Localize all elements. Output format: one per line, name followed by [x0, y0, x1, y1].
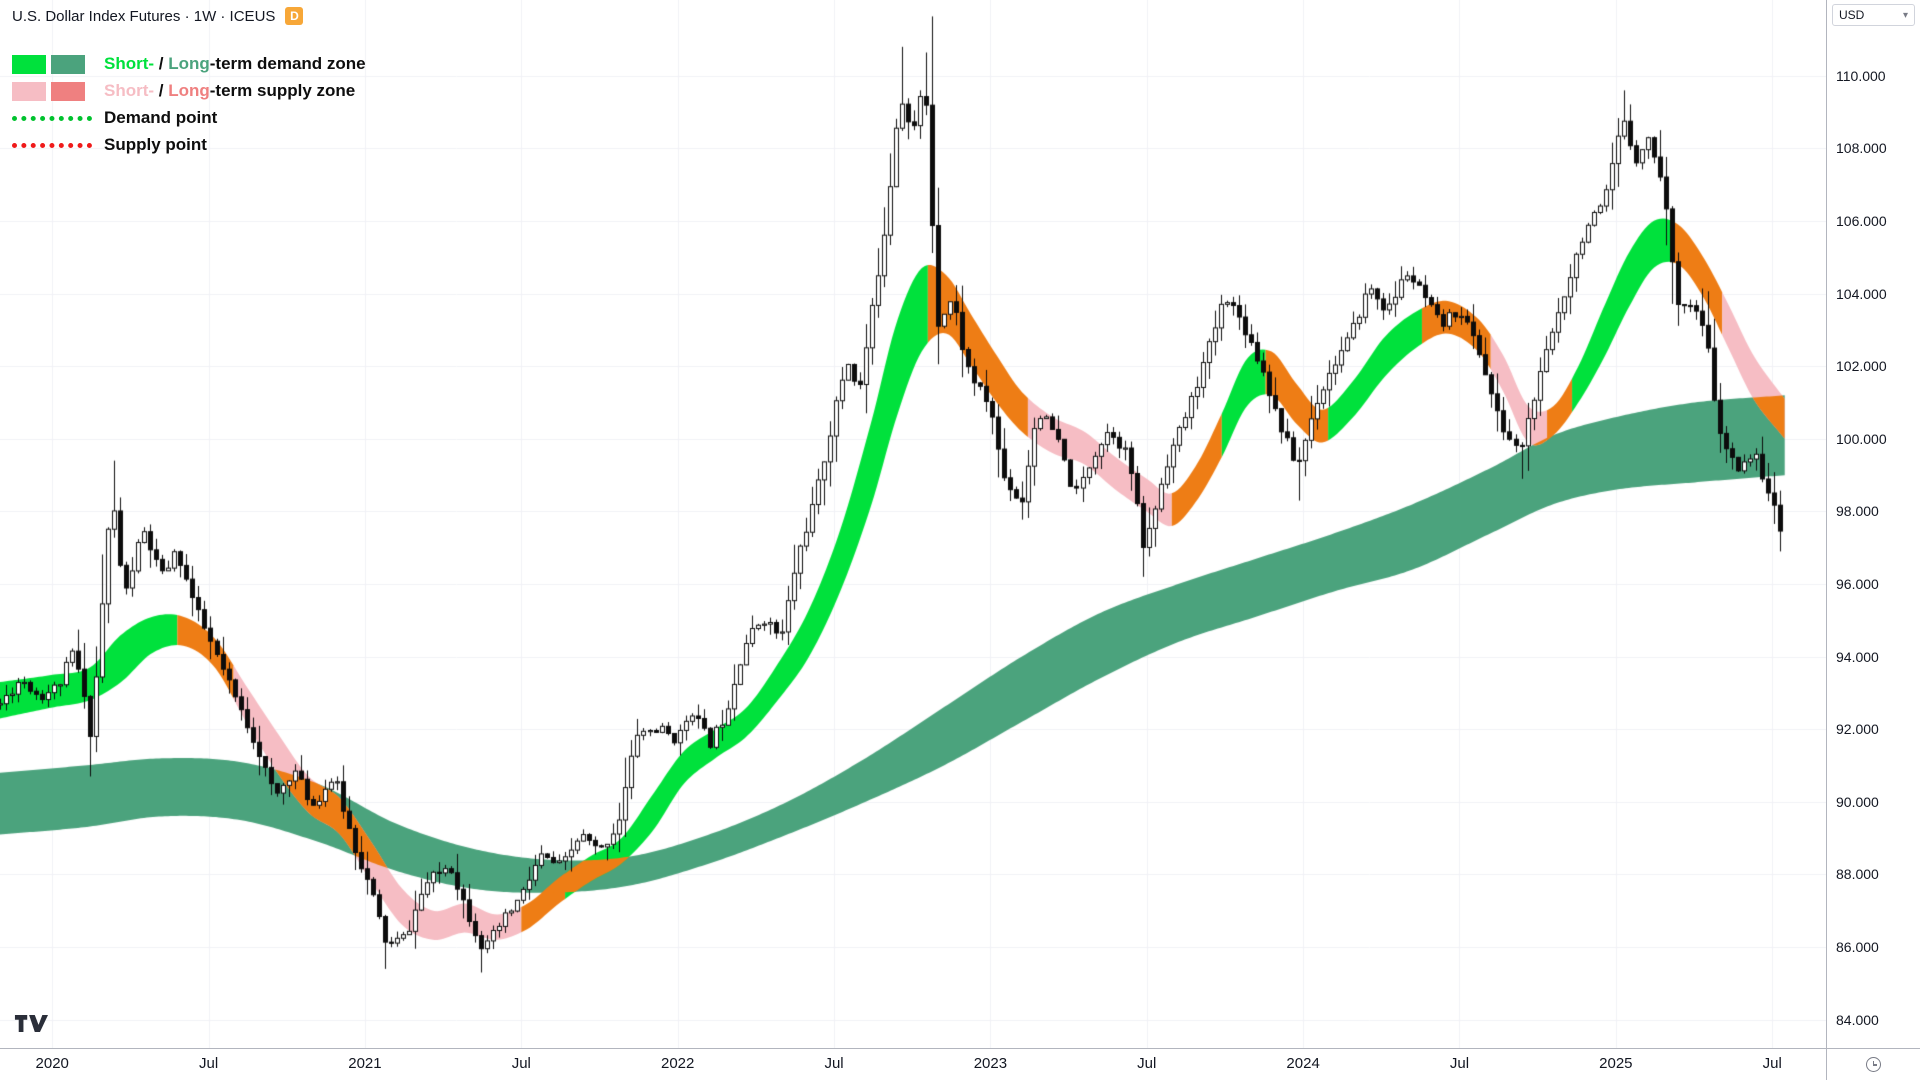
time-tick-label: Jul: [1449, 1055, 1470, 1072]
tradingview-logo[interactable]: [14, 1013, 48, 1034]
time-tick-label: 2020: [35, 1055, 69, 1072]
supply-point-line: [12, 142, 92, 148]
time-tick-label: Jul: [1137, 1055, 1157, 1072]
price-tick-label: 88.000: [1836, 866, 1879, 883]
short-supply-swatch: [12, 81, 46, 101]
price-tick-label: 100.000: [1836, 430, 1887, 447]
legend-item-demand-zone[interactable]: Short- / Long-term demand zone: [12, 52, 366, 76]
time-tick-label: 2021: [348, 1055, 382, 1072]
demand-point-line: [12, 115, 92, 121]
price-chart-canvas[interactable]: [0, 0, 1826, 1048]
price-tick-label: 92.000: [1836, 721, 1879, 738]
time-tick-label: Jul: [511, 1055, 531, 1072]
time-tick-label: 2024: [1286, 1055, 1320, 1072]
time-axis[interactable]: 2020 Jul 2021 Jul 2022 Jul 2023 Jul 2024 Jul 2025 J…: [0, 1048, 1826, 1080]
symbol-header: U.S. Dollar Index Futures · 1W · ICEUS D: [12, 7, 304, 25]
price-tick-label: 94.000: [1836, 648, 1879, 665]
price-tick-label: 96.000: [1836, 576, 1879, 593]
supply-point-label: Supply point: [104, 135, 207, 154]
legend: Short- / Long-term demand zone Short- / …: [12, 52, 366, 157]
price-tick-label: 104.000: [1836, 285, 1887, 302]
price-tick-label: 86.000: [1836, 939, 1879, 956]
price-tick-label: 108.000: [1836, 140, 1887, 157]
demand-point-label: Demand point: [104, 108, 218, 127]
symbol-title[interactable]: U.S. Dollar Index Futures · 1W · ICEUS: [12, 7, 276, 25]
time-tick-label: 2022: [660, 1055, 695, 1072]
legend-item-supply-zone[interactable]: Short- / Long-term supply zone: [12, 79, 366, 103]
price-tick-label: 106.000: [1836, 213, 1887, 230]
price-tick-label: 102.000: [1836, 358, 1887, 375]
delayed-data-badge[interactable]: D: [285, 7, 304, 25]
currency-selector[interactable]: USD ▾: [1832, 4, 1915, 26]
price-tick-label: 90.000: [1836, 793, 1879, 810]
long-demand-swatch: [51, 54, 85, 74]
clock-icon[interactable]: [1866, 1057, 1881, 1072]
legend-item-demand-point[interactable]: Demand point: [12, 106, 366, 130]
time-tick-label: Jul: [1762, 1055, 1782, 1072]
price-tick-label: 98.000: [1836, 503, 1879, 520]
price-axis[interactable]: USD ▾ 110.000 108.000 106.000 104.000 102.00…: [1826, 0, 1920, 1048]
long-supply-swatch: [51, 81, 85, 101]
time-tick-label: 2025: [1599, 1055, 1633, 1072]
demand-zone-label: Short- / Long-term demand zone: [104, 54, 366, 73]
currency-label: USD: [1839, 8, 1865, 22]
short-demand-swatch: [12, 54, 46, 74]
chevron-down-icon: ▾: [1902, 9, 1908, 21]
time-tick-label: Jul: [198, 1055, 219, 1072]
time-tick-label: 2023: [973, 1055, 1008, 1072]
axis-corner: [1826, 1048, 1920, 1080]
time-tick-label: Jul: [824, 1055, 844, 1072]
legend-item-supply-point[interactable]: Supply point: [12, 133, 366, 157]
price-tick-label: 84.000: [1836, 1011, 1879, 1028]
price-tick-label: 110.000: [1836, 67, 1886, 84]
supply-zone-label: Short- / Long-term supply zone: [104, 81, 356, 100]
